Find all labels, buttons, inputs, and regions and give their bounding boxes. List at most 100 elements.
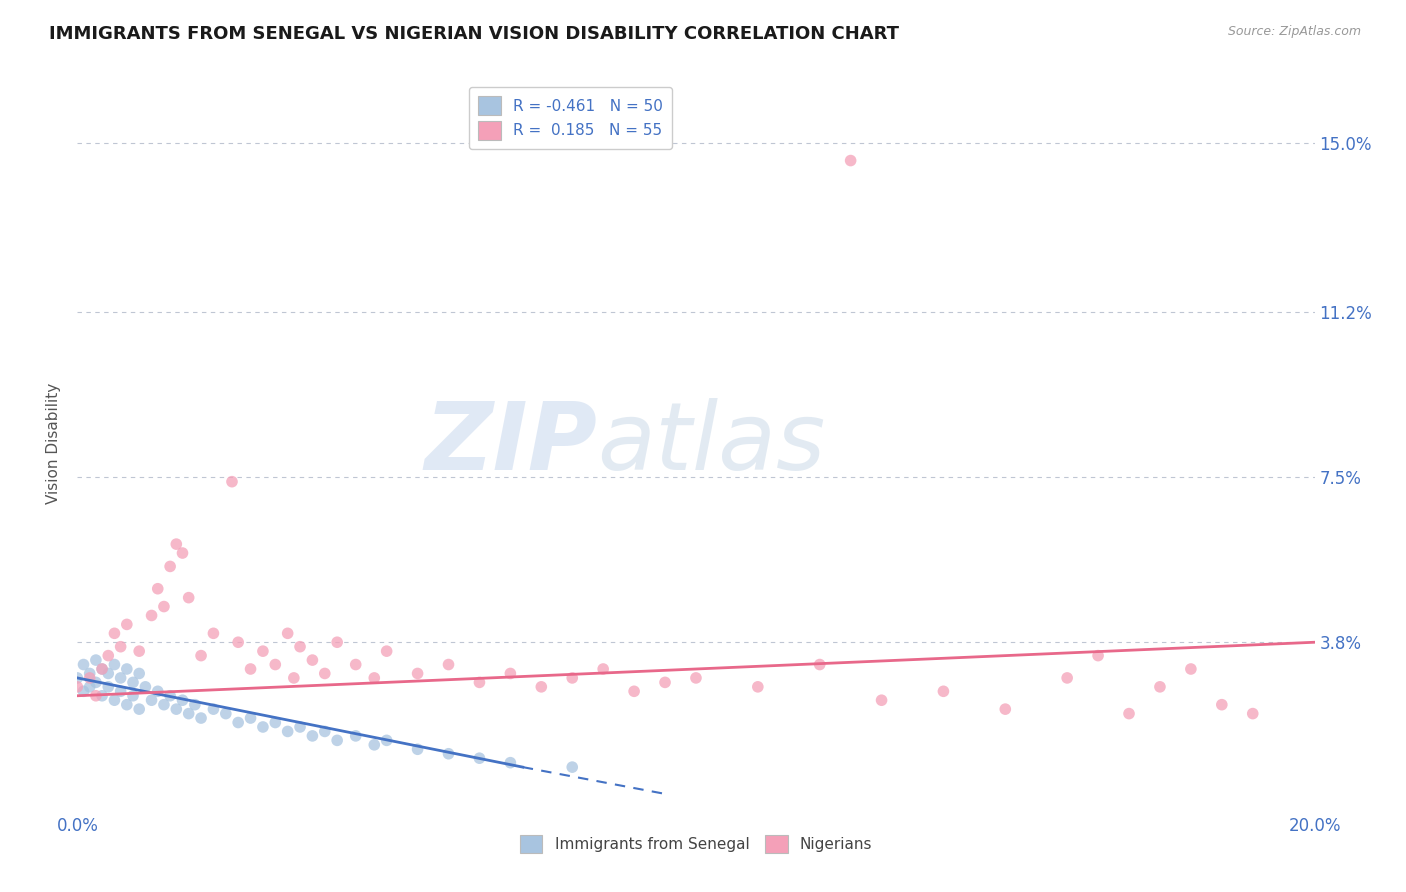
Point [839,153,862,168]
Text: atlas: atlas [598,398,825,490]
Point [103,693,125,707]
Point [146,684,169,698]
Point [159,689,181,703]
Point [103,626,125,640]
Point [468,675,491,690]
Point [363,671,385,685]
Point [1149,680,1171,694]
Point [239,711,262,725]
Point [226,715,249,730]
Point [499,756,522,770]
Point [314,724,336,739]
Point [115,698,138,712]
Point [184,698,207,712]
Point [406,666,429,681]
Point [623,684,645,698]
Point [66,680,89,694]
Point [165,702,187,716]
Point [153,698,176,712]
Point [177,591,200,605]
Point [301,653,323,667]
Point [326,635,349,649]
Point [288,720,311,734]
Point [84,653,107,667]
Point [141,608,163,623]
Point [110,684,132,698]
Point [134,680,156,694]
Point [66,671,89,685]
Point [314,666,336,681]
Point [226,635,249,649]
Point [468,751,491,765]
Text: Source: ZipAtlas.com: Source: ZipAtlas.com [1227,25,1361,38]
Point [91,689,114,703]
Point [994,702,1017,716]
Point [91,662,114,676]
Point [1056,671,1078,685]
Point [172,546,194,560]
Point [530,680,553,694]
Point [326,733,349,747]
Point [264,715,287,730]
Point [277,724,299,739]
Point [363,738,385,752]
Point [122,675,145,690]
Point [190,648,212,663]
Point [97,648,120,663]
Point [264,657,287,672]
Point [146,582,169,596]
Point [153,599,176,614]
Y-axis label: Vision Disability: Vision Disability [46,384,62,504]
Point [301,729,323,743]
Point [110,671,132,685]
Point [177,706,200,721]
Point [375,644,398,658]
Point [103,657,125,672]
Point [72,684,94,698]
Point [932,684,955,698]
Legend: Immigrants from Senegal, Nigerians: Immigrants from Senegal, Nigerians [513,829,879,859]
Point [141,693,163,707]
Point [437,747,460,761]
Point [190,711,212,725]
Point [1211,698,1233,712]
Point [159,559,181,574]
Point [499,666,522,681]
Point [1087,648,1109,663]
Point [221,475,243,489]
Point [252,644,274,658]
Point [654,675,676,690]
Point [277,626,299,640]
Point [97,666,120,681]
Point [115,617,138,632]
Point [808,657,831,672]
Point [122,689,145,703]
Point [1118,706,1140,721]
Point [592,662,614,676]
Point [72,657,94,672]
Point [84,689,107,703]
Point [239,662,262,676]
Point [252,720,274,734]
Point [128,666,150,681]
Point [344,657,367,672]
Point [1241,706,1264,721]
Point [870,693,893,707]
Point [79,680,101,694]
Point [375,733,398,747]
Point [128,644,150,658]
Point [172,693,194,707]
Point [215,706,238,721]
Point [91,662,114,676]
Point [110,640,132,654]
Point [437,657,460,672]
Point [128,702,150,716]
Point [288,640,311,654]
Point [79,666,101,681]
Point [97,680,120,694]
Text: IMMIGRANTS FROM SENEGAL VS NIGERIAN VISION DISABILITY CORRELATION CHART: IMMIGRANTS FROM SENEGAL VS NIGERIAN VISI… [49,25,900,43]
Point [561,671,583,685]
Point [79,671,101,685]
Point [685,671,707,685]
Point [165,537,187,551]
